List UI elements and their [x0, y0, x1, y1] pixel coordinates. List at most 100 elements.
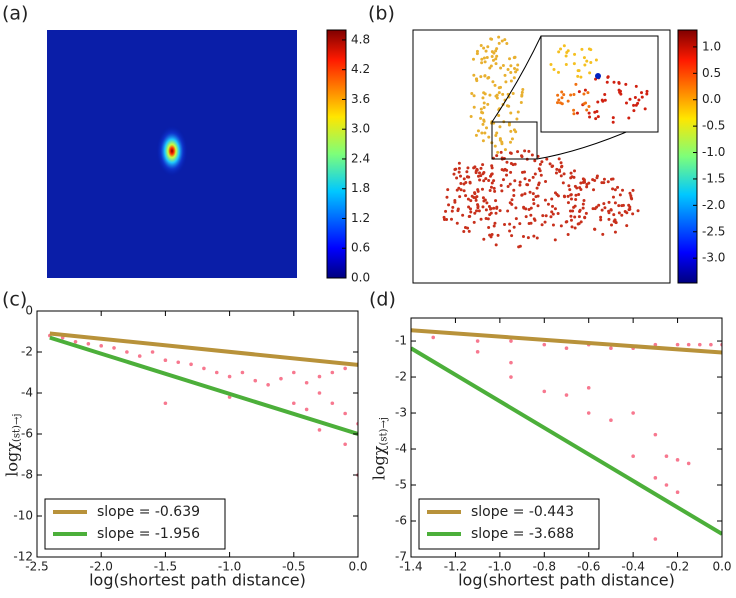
network-node — [543, 198, 547, 202]
network-node — [619, 92, 623, 96]
network-node — [582, 92, 586, 96]
network-node — [515, 68, 519, 72]
network-node — [568, 209, 572, 213]
network-node — [495, 96, 499, 100]
network-node — [576, 74, 580, 78]
network-node — [455, 221, 459, 225]
network-node — [629, 194, 633, 198]
scatter-point — [609, 418, 613, 423]
network-node — [582, 56, 586, 60]
network-node — [503, 167, 507, 171]
network-node — [479, 75, 483, 79]
network-node — [488, 188, 492, 192]
colorbar-tick-label: -1.5 — [702, 171, 725, 185]
scatter-point — [653, 476, 658, 480]
network-node — [569, 193, 573, 197]
network-node — [479, 116, 483, 120]
network-node — [527, 208, 531, 212]
network-node — [611, 187, 615, 191]
network-node — [468, 214, 472, 218]
network-node — [494, 57, 498, 61]
network-node — [455, 176, 459, 180]
network-node — [624, 101, 628, 105]
network-node — [587, 47, 591, 51]
network-node — [555, 167, 559, 171]
network-node — [621, 188, 625, 192]
network-node — [581, 180, 585, 184]
network-node — [532, 202, 536, 206]
network-node — [610, 223, 614, 227]
network-node — [506, 67, 510, 71]
network-node — [603, 206, 607, 210]
network-node — [490, 164, 494, 168]
legend-label: slope = -0.639 — [97, 504, 200, 520]
network-node — [563, 195, 567, 199]
network-node — [483, 60, 487, 64]
scatter-point — [475, 350, 480, 354]
network-node — [503, 73, 507, 77]
network-node — [578, 208, 582, 212]
trend-line — [411, 346, 722, 536]
network-node — [627, 116, 631, 120]
network-node — [588, 115, 592, 119]
network-node — [531, 192, 535, 196]
network-node — [560, 96, 564, 100]
scatter-point — [86, 342, 91, 346]
network-node — [458, 195, 462, 199]
y-tick-label: -6 — [395, 514, 407, 528]
network-node — [568, 188, 572, 192]
network-node — [603, 92, 607, 96]
scatter-point — [266, 383, 270, 387]
scatter-point — [176, 360, 181, 365]
network-node — [475, 52, 479, 56]
colorbar — [677, 29, 698, 284]
network-node — [508, 201, 512, 205]
network-node — [520, 193, 524, 197]
network-node — [617, 81, 621, 85]
network-node — [578, 186, 582, 190]
x-tick-label: -0.5 — [282, 560, 305, 574]
network-node — [459, 181, 463, 185]
network-node — [484, 177, 488, 181]
scatter-point — [609, 346, 613, 351]
network-node — [480, 187, 484, 191]
network-node — [510, 198, 514, 202]
network-node — [628, 191, 632, 195]
network-node — [467, 175, 471, 179]
network-node — [599, 218, 603, 222]
network-node — [541, 214, 545, 218]
scatter-point — [253, 378, 258, 383]
network-node — [520, 94, 524, 98]
scatter-point — [697, 342, 702, 347]
network-node — [603, 98, 607, 102]
scatter-point — [542, 342, 547, 347]
network-node — [543, 220, 547, 224]
scatter-point — [330, 370, 335, 375]
network-node — [632, 109, 636, 113]
network-node — [467, 205, 471, 209]
network-node — [573, 169, 577, 173]
network-node — [529, 206, 533, 210]
network-node — [512, 193, 516, 197]
network-node — [621, 203, 625, 207]
network-node — [475, 49, 479, 53]
network-node — [509, 79, 513, 83]
network-node — [526, 236, 530, 240]
scatter-point — [292, 401, 296, 406]
y-tick-label: -2 — [21, 345, 33, 359]
network-node — [477, 209, 481, 213]
network-node — [627, 203, 631, 207]
network-node — [576, 69, 580, 73]
network-node — [469, 199, 473, 203]
network-node — [461, 213, 465, 217]
network-node — [587, 111, 591, 115]
y-tick-label: -3 — [395, 406, 407, 420]
network-node — [602, 181, 606, 185]
network-node — [472, 94, 476, 98]
network-node — [551, 212, 555, 216]
network-node — [475, 79, 479, 83]
panel-label: (b) — [368, 3, 395, 25]
network-node — [462, 229, 466, 233]
network-node — [495, 206, 499, 210]
network-node — [599, 215, 603, 219]
